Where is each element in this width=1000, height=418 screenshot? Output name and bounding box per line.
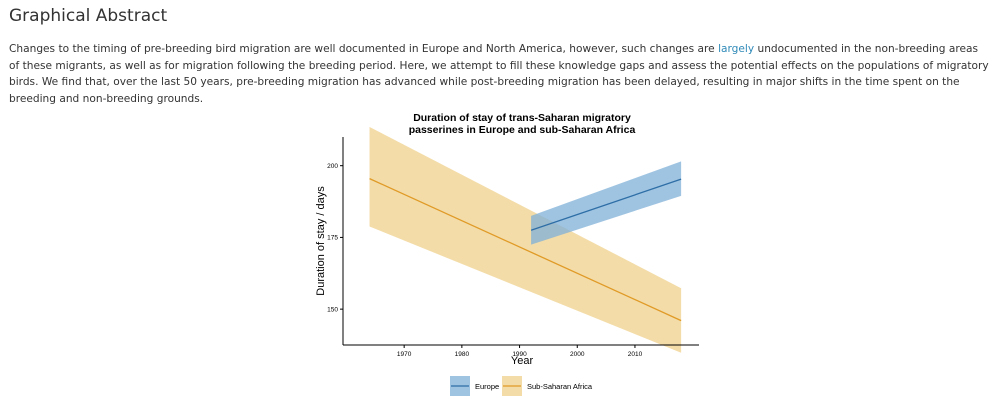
x-tick-label: 1970 <box>397 351 412 358</box>
x-axis-ticks: 1970 1980 1990 2000 2010 <box>397 345 643 358</box>
y-axis-ticks: 150 175 200 <box>327 163 343 313</box>
chart-title-line1: Duration of stay of trans-Saharan migrat… <box>413 112 631 124</box>
chart-svg: Duration of stay of trans-Saharan migrat… <box>315 112 699 396</box>
page-title: Graphical Abstract <box>9 6 168 26</box>
legend-label-sub-saharan-africa: Sub-Saharan Africa <box>527 382 593 391</box>
abstract-text-start: Changes to the timing of pre-breeding bi… <box>9 43 719 55</box>
y-tick-label: 200 <box>327 163 338 170</box>
x-tick-label: 1990 <box>512 351 527 358</box>
y-tick-label: 150 <box>327 306 338 313</box>
abstract-text: Changes to the timing of pre-breeding bi… <box>9 41 991 107</box>
y-axis-label: Duration of stay / days <box>315 186 327 296</box>
abstract-link-largely[interactable]: largely <box>718 43 755 55</box>
chart-title-line2: passerines in Europe and sub-Saharan Afr… <box>409 124 636 136</box>
band-europe <box>531 161 682 245</box>
trend-lines <box>369 178 682 322</box>
legend-label-europe: Europe <box>475 382 499 391</box>
x-axis-label: Year <box>511 355 534 367</box>
band-sub-saharan-africa <box>369 126 682 353</box>
chart-legend: Europe Sub-Saharan Africa <box>450 376 593 396</box>
abstract-text-end: undocumented in the non-breeding areas o… <box>9 43 989 105</box>
line-europe <box>530 178 682 231</box>
x-tick-label: 1980 <box>455 351 470 358</box>
confidence-bands <box>369 126 682 353</box>
line-sub-saharan-africa <box>369 178 682 322</box>
graphical-abstract-chart: Duration of stay of trans-Saharan migrat… <box>300 108 710 408</box>
x-tick-label: 2010 <box>628 351 643 358</box>
y-tick-label: 175 <box>327 235 338 242</box>
x-tick-label: 2000 <box>570 351 585 358</box>
